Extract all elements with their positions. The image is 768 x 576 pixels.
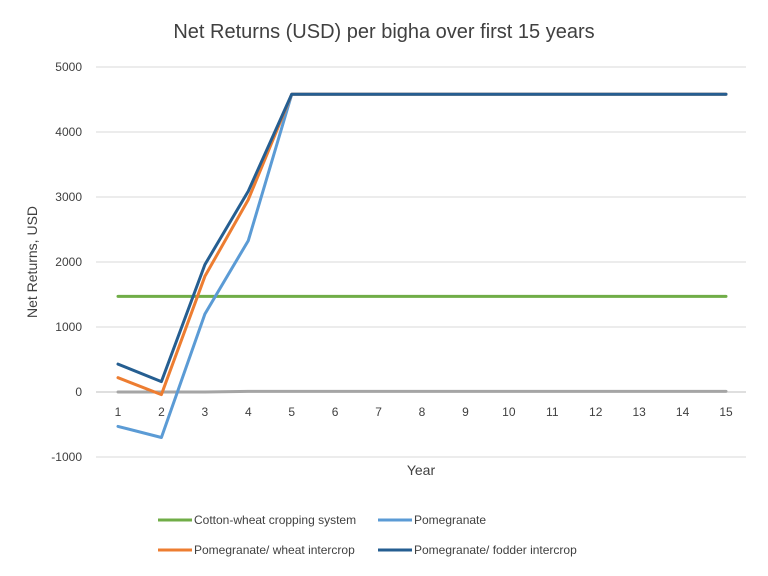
legend-label: Pomegranate/ wheat intercrop <box>194 543 355 557</box>
x-tick-label: 12 <box>589 405 603 419</box>
legend-item: Pomegranate/ fodder intercrop <box>378 543 577 557</box>
y-tick-label: 0 <box>75 385 82 399</box>
legend-label: Pomegranate <box>414 513 486 527</box>
x-axis: 1 2 3 4 5 6 7 8 9 10 11 12 13 14 15 <box>115 405 733 419</box>
series-line-pomegranate-wheat-intercrop <box>116 92 728 397</box>
legend-item: Pomegranate <box>378 513 486 527</box>
legend: Cotton-wheat cropping system Pomegranate P… <box>158 513 577 557</box>
series-line-baseline <box>116 389 728 394</box>
legend-label: Cotton-wheat cropping system <box>194 513 356 527</box>
x-tick-label: 14 <box>676 405 690 419</box>
x-tick-label: 7 <box>375 405 382 419</box>
x-tick-label: 5 <box>288 405 295 419</box>
series-line-pomegranate-fodder-intercrop <box>116 92 728 384</box>
x-tick-label: 15 <box>719 405 733 419</box>
series-lines <box>96 92 746 439</box>
legend-label: Pomegranate/ fodder intercrop <box>414 543 577 557</box>
legend-item: Cotton-wheat cropping system <box>158 513 356 527</box>
x-tick-label: 2 <box>158 405 165 419</box>
y-tick-label: 3000 <box>55 190 82 204</box>
y-tick-label: -1000 <box>51 450 82 464</box>
x-tick-label: 4 <box>245 405 252 419</box>
y-axis-label: Net Returns, USD <box>24 206 40 318</box>
y-axis: -1000 0 1000 2000 3000 4000 5000 <box>51 60 82 464</box>
x-tick-label: 1 <box>115 405 122 419</box>
x-tick-label: 8 <box>419 405 426 419</box>
legend-item: Pomegranate/ wheat intercrop <box>158 543 355 557</box>
grid-lines <box>96 66 746 458</box>
x-tick-label: 9 <box>462 405 469 419</box>
x-tick-label: 10 <box>502 405 516 419</box>
y-tick-label: 5000 <box>55 60 82 74</box>
x-tick-label: 3 <box>202 405 209 419</box>
x-tick-label: 11 <box>546 405 559 419</box>
x-tick-label: 6 <box>332 405 339 419</box>
chart-title: Net Returns (USD) per bigha over first 1… <box>173 21 594 43</box>
x-axis-label: Year <box>407 462 436 478</box>
y-tick-label: 4000 <box>55 125 82 139</box>
y-tick-label: 1000 <box>55 320 82 334</box>
y-tick-label: 2000 <box>55 255 82 269</box>
x-tick-label: 13 <box>632 405 646 419</box>
